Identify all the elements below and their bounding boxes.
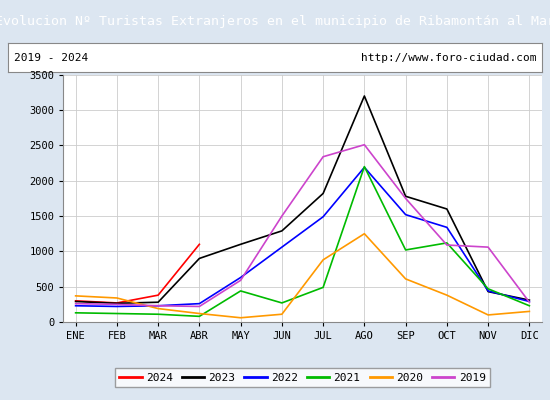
Text: Evolucion Nº Turistas Extranjeros en el municipio de Ribamontán al Mar: Evolucion Nº Turistas Extranjeros en el …	[0, 14, 550, 28]
Legend: 2024, 2023, 2022, 2021, 2020, 2019: 2024, 2023, 2022, 2021, 2020, 2019	[115, 368, 490, 387]
Text: http://www.foro-ciudad.com: http://www.foro-ciudad.com	[361, 53, 536, 63]
Text: 2019 - 2024: 2019 - 2024	[14, 53, 88, 63]
